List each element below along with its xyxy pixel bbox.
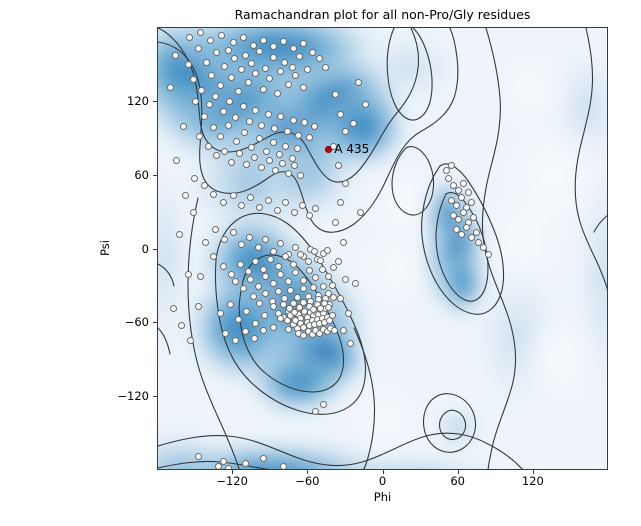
y-tick-label: 60 [134,167,149,182]
density-contour-plot [158,28,607,469]
y-tick-mark [153,322,157,324]
x-tick-label: 60 [450,474,465,488]
x-tick-label: −60 [295,474,320,488]
x-tick-mark [232,470,234,474]
y-tick-mark [153,174,157,176]
x-tick-label: 0 [378,474,387,488]
y-tick-label: 120 [127,93,149,108]
x-axis-label: Phi [373,490,392,504]
x-tick-label: 120 [521,474,544,488]
page-title: Ramachandran plot for all non-Pro/Gly re… [234,7,531,22]
y-tick-mark [153,100,157,102]
y-tick-label: −120 [117,389,149,404]
x-tick-mark [457,470,459,474]
x-tick-mark [307,470,309,474]
x-tick-mark [382,470,384,474]
y-tick-label: 0 [141,241,149,256]
plot-axes-area[interactable]: A 435 [157,27,608,470]
x-tick-mark [532,470,534,474]
y-tick-mark [153,396,157,398]
y-tick-mark [153,248,157,250]
y-tick-label: −60 [124,315,149,330]
x-tick-label: −120 [216,474,248,488]
y-axis-label: Psi [98,240,112,256]
